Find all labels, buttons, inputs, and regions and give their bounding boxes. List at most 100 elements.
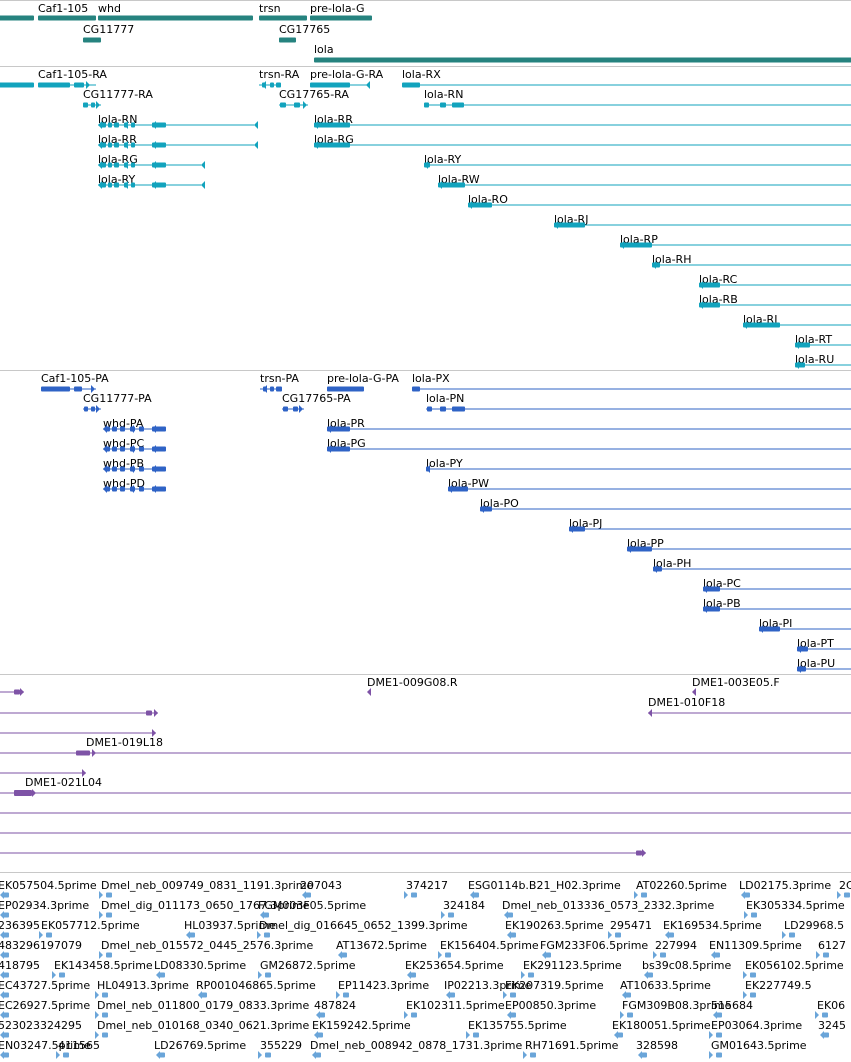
cds-pre-lola-g-pa-label[interactable]: pre-lola-G-PA	[327, 372, 399, 385]
est-3-2-label[interactable]: AT13672.5prime	[336, 939, 427, 952]
est-8-3-label[interactable]: 355229	[260, 1039, 302, 1052]
mrna-lola-rp[interactable]	[612, 238, 851, 252]
est-4-1-label[interactable]: EK143458.5prime	[54, 959, 153, 972]
est-marker[interactable]	[190, 988, 215, 1002]
cds-lola-pc[interactable]	[695, 582, 851, 596]
est-marker[interactable]	[499, 928, 524, 942]
cds-cg11777-pa-label[interactable]: CG11777-PA	[83, 392, 152, 405]
est-marker[interactable]	[52, 1048, 77, 1062]
est-marker[interactable]	[833, 888, 851, 902]
est-8-5-label[interactable]: RH71691.5prime	[525, 1039, 619, 1052]
est-6-5-label[interactable]: FGM309B08.3prime	[622, 999, 732, 1012]
est-marker[interactable]	[0, 1028, 17, 1042]
est-marker[interactable]	[606, 1028, 631, 1042]
est-marker[interactable]	[438, 988, 463, 1002]
est-4-5-label[interactable]: EK291123.5prime	[523, 959, 622, 972]
est-marker[interactable]	[400, 888, 425, 902]
est-6-0-label[interactable]: EC26927.5prime	[0, 999, 91, 1012]
mrna-lola-rg[interactable]	[306, 138, 851, 152]
est-5-0-label[interactable]: EC43727.5prime	[0, 979, 91, 992]
est-3-6-label[interactable]: EN11309.5prime	[709, 939, 802, 952]
mrna-lola-rt[interactable]	[787, 338, 851, 352]
cds-lola-pg[interactable]	[319, 442, 851, 456]
cds-lola-ph-label[interactable]: lola-PH	[653, 557, 692, 570]
est-2-2-label[interactable]: HL03937.5prime	[184, 919, 276, 932]
mrna-pre-lola-g-ra-label[interactable]: pre-lola-G-RA	[310, 68, 384, 81]
cds-cg17765-pa-label[interactable]: CG17765-PA	[282, 392, 351, 405]
est-1-5-label[interactable]: EK305334.5prime	[746, 899, 845, 912]
mrna-whd-rc[interactable]	[90, 138, 262, 152]
est-0-1-label[interactable]: Dmel_neb_009749_0831_1191.3prime	[101, 879, 314, 892]
est-marker[interactable]	[705, 1048, 730, 1062]
est-marker[interactable]	[496, 908, 521, 922]
est-5-5-label[interactable]: EK207319.5prime	[505, 979, 604, 992]
est-4-3-label[interactable]: GM26872.5prime	[260, 959, 356, 972]
cds-lola-pw[interactable]	[440, 482, 851, 496]
est-marker[interactable]	[434, 948, 459, 962]
est-4-6-label[interactable]: bs39c08.5prime	[642, 959, 732, 972]
est-0-3-label[interactable]: 374217	[406, 879, 448, 892]
mrna-lola-rh[interactable]	[644, 258, 851, 272]
est-5-2-label[interactable]: RP001046865.5prime	[196, 979, 316, 992]
cds-trsn-pa[interactable]	[252, 382, 290, 396]
est-marker[interactable]	[811, 1008, 836, 1022]
mrna-lola-rr[interactable]	[306, 118, 851, 132]
est-marker[interactable]	[252, 908, 277, 922]
mrna-lola-rx-label[interactable]: lola-RX	[402, 68, 441, 81]
cds-lola-pj[interactable]	[561, 522, 851, 536]
est-6-2-label[interactable]: 487824	[314, 999, 356, 1012]
mrna-trsn-ra[interactable]	[251, 78, 289, 92]
est-3-0-label[interactable]: 483296197079	[0, 939, 82, 952]
clone-row-8[interactable]	[0, 826, 851, 840]
cds-trsn-pa-label[interactable]: trsn-PA	[260, 372, 299, 385]
est-marker[interactable]	[534, 948, 559, 962]
mrna-lola-ry[interactable]	[416, 158, 851, 172]
clone-row-5[interactable]	[0, 766, 94, 780]
est-marker[interactable]	[519, 1048, 544, 1062]
est-marker[interactable]	[304, 1048, 329, 1062]
est-marker[interactable]	[148, 968, 173, 982]
est-marker[interactable]	[739, 988, 764, 1002]
est-3-5-label[interactable]: 227994	[655, 939, 697, 952]
est-marker[interactable]	[462, 1028, 487, 1042]
cds-lola-px-label[interactable]: lola-PX	[412, 372, 450, 385]
est-marker[interactable]	[437, 908, 462, 922]
est-7-2-label[interactable]: EK159242.5prime	[312, 1019, 411, 1032]
cds-whd-pd[interactable]	[95, 482, 174, 496]
est-marker[interactable]	[812, 948, 837, 962]
mrna-cg11777-ra-label[interactable]: CG11777-RA	[83, 88, 153, 101]
clone-dme1-019l18[interactable]	[0, 746, 851, 760]
gene-cg17765-label[interactable]: CG17765	[279, 23, 331, 36]
cds-caf1-105-pa-label[interactable]: Caf1-105-PA	[41, 372, 109, 385]
est-marker[interactable]	[0, 928, 17, 942]
est-marker[interactable]	[95, 908, 120, 922]
est-marker[interactable]	[95, 948, 120, 962]
cds-caf1-105-pa[interactable]	[33, 382, 104, 396]
est-marker[interactable]	[400, 1008, 425, 1022]
est-2-7-label[interactable]: LD29968.5	[784, 919, 845, 932]
est-8-1-label[interactable]: 411565	[58, 1039, 100, 1052]
clone-dme1-003e05-f[interactable]	[684, 685, 705, 699]
est-2-0-label[interactable]: 236395	[0, 919, 40, 932]
est-6-6-label[interactable]: 515684	[711, 999, 753, 1012]
cds-lola-pt[interactable]	[789, 642, 851, 656]
clone-row-2[interactable]	[0, 706, 166, 720]
est-5-4-label[interactable]: IP02213.3prime	[444, 979, 532, 992]
cds-lola-pb[interactable]	[695, 602, 851, 616]
est-4-0-label[interactable]: 418795	[0, 959, 40, 972]
mrna-lola-rn[interactable]	[416, 98, 851, 112]
est-marker[interactable]	[616, 1008, 641, 1022]
est-marker[interactable]	[399, 968, 424, 982]
est-marker[interactable]	[254, 968, 279, 982]
mrna-cg11777-ra[interactable]	[75, 98, 109, 112]
est-marker[interactable]	[517, 968, 542, 982]
est-marker[interactable]	[254, 1048, 279, 1062]
cds-lola-pu-label[interactable]: lola-PU	[797, 657, 836, 670]
est-marker[interactable]	[703, 948, 728, 962]
est-6-4-label[interactable]: EP00850.3prime	[505, 999, 597, 1012]
est-6-7-label[interactable]: EK06	[817, 999, 846, 1012]
est-marker[interactable]	[499, 988, 524, 1002]
est-marker[interactable]	[705, 1008, 730, 1022]
est-2-6-label[interactable]: EK169534.5prime	[663, 919, 762, 932]
